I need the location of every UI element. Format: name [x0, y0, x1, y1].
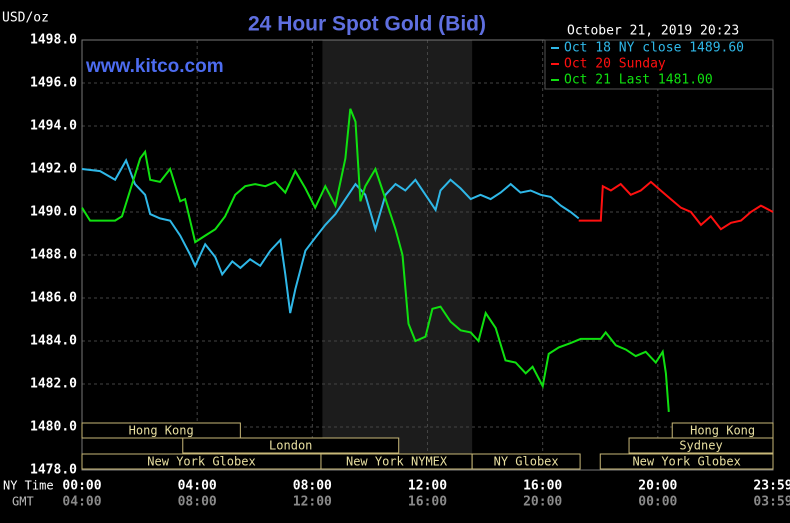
x-tick-label: 04:00 [178, 479, 217, 494]
session-box [599, 453, 774, 470]
session-label: Hong Kong [129, 424, 194, 438]
x2-tick-label: 08:00 [178, 495, 217, 510]
session-box [182, 437, 400, 454]
x2-tick-label: 00:00 [638, 495, 677, 510]
legend-entry: Oct 20 Sunday [564, 57, 666, 72]
session-box [471, 453, 581, 470]
y-tick-label: 1488.0 [30, 248, 77, 263]
x-axis-label: NY Time [3, 479, 54, 493]
y-tick-label: 1498.0 [30, 33, 77, 48]
session-label: Hong Kong [690, 424, 755, 438]
series-line [81, 158, 580, 314]
y-tick-label: 1490.0 [30, 205, 77, 220]
session-box [628, 437, 774, 454]
x2-tick-label: 04:00 [62, 495, 101, 510]
y-tick-label: 1486.0 [30, 291, 77, 306]
legend-entry: Oct 21 Last 1481.00 [564, 73, 713, 88]
y-tick-label: 1494.0 [30, 119, 77, 134]
y-tick-label: 1478.0 [30, 463, 77, 478]
session-label: New York NYMEX [346, 455, 448, 469]
x-tick-label: 16:00 [523, 479, 562, 494]
plot-frame [81, 39, 774, 471]
legend-box [544, 39, 774, 90]
series-line [578, 180, 774, 231]
session-box [81, 422, 241, 439]
subtitle: October 21, 2019 20:23 [567, 24, 739, 39]
session-label: Sydney [679, 439, 722, 453]
y-axis-label: USD/oz [2, 11, 49, 26]
series-line [81, 108, 670, 412]
x2-tick-label: 16:00 [408, 495, 447, 510]
plot-under [81, 39, 774, 471]
watermark: www.kitco.com [85, 56, 224, 77]
session-label: New York Globex [147, 455, 255, 469]
x2-tick-label: 03:59 [753, 495, 790, 510]
chart-title: 24 Hour Spot Gold (Bid) [248, 13, 486, 36]
y-tick-label: 1492.0 [30, 162, 77, 177]
x2-tick-label: 20:00 [523, 495, 562, 510]
x2-axis-label: GMT [12, 495, 34, 509]
y-tick-label: 1480.0 [30, 420, 77, 435]
y-tick-label: 1484.0 [30, 334, 77, 349]
legend-entry: Oct 18 NY close 1489.60 [564, 41, 744, 56]
x-tick-label: 20:00 [638, 479, 677, 494]
x2-tick-label: 12:00 [293, 495, 332, 510]
x-tick-label: 00:00 [62, 479, 101, 494]
session-label: NY Globex [494, 455, 559, 469]
y-tick-label: 1482.0 [30, 377, 77, 392]
y-tick-label: 1496.0 [30, 76, 77, 91]
session-label: London [269, 439, 312, 453]
session-label: New York Globex [632, 455, 740, 469]
x-tick-label: 08:00 [293, 479, 332, 494]
x-tick-label: 12:00 [408, 479, 447, 494]
x-tick-label: 23:59 [753, 479, 790, 494]
